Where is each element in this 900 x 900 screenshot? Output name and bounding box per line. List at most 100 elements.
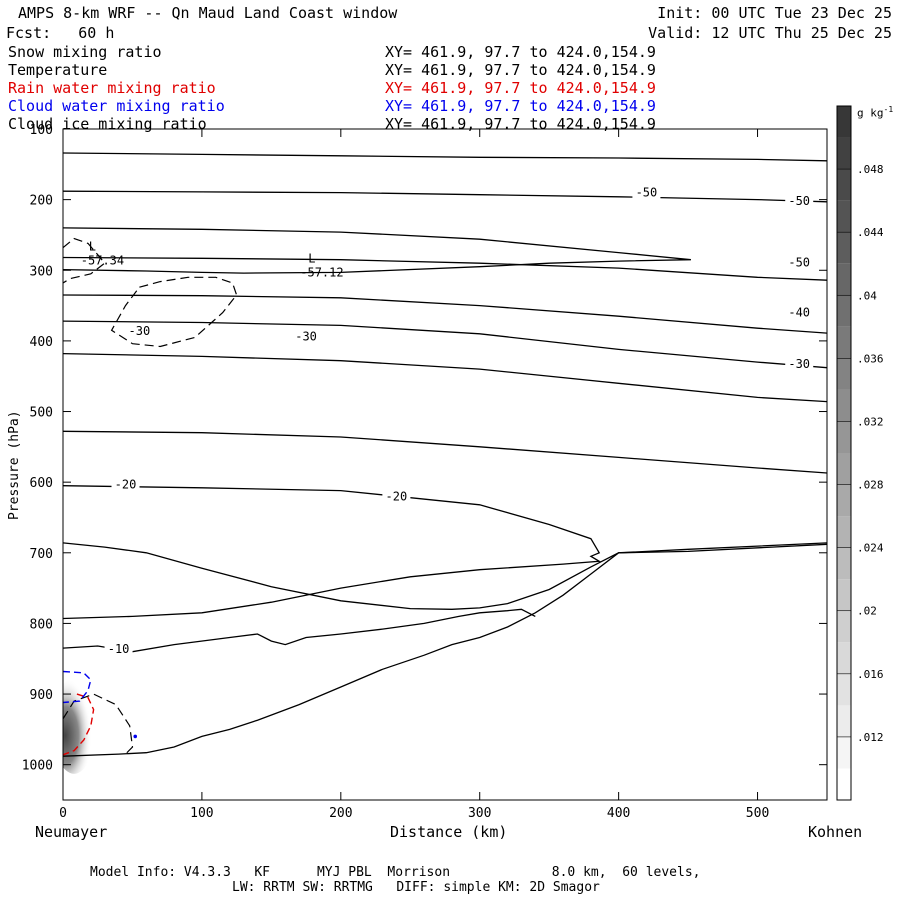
contour-label-bg-7 <box>111 477 140 491</box>
colorbar-tick-label-6: .036 <box>857 352 884 365</box>
terrain-line <box>63 542 827 757</box>
y-tick-label-700: 700 <box>30 547 53 562</box>
legend-xy-rain: XY= 461.9, 97.7 to 424.0,154.9 <box>385 79 656 97</box>
contour-label-1: -50 <box>788 194 810 208</box>
x-tick-label-0: 0 <box>59 806 67 821</box>
legend-xy-snow: XY= 461.9, 97.7 to 424.0,154.9 <box>385 43 656 61</box>
contour-label-5: -30 <box>295 330 317 344</box>
colorbar-segment-11 <box>837 421 851 453</box>
colorbar-segment-21 <box>837 106 851 138</box>
forecast-hour: Fcst: 60 h <box>6 24 115 42</box>
temperature-contour-5 <box>63 320 827 369</box>
colorbar-tick-label-3: .024 <box>857 542 884 555</box>
contour-label-0: -50 <box>636 186 658 200</box>
colorbar-segment-16 <box>837 263 851 296</box>
legend-name-cloud-ice: Cloud ice mixing ratio <box>8 115 207 133</box>
contour-label-bg-9 <box>104 641 133 655</box>
colorbar-tick-label-7: .04 <box>857 289 877 302</box>
temperature-contour-7 <box>63 430 827 474</box>
y-tick-label-200: 200 <box>30 194 53 209</box>
model-info-line2: LW: RRTM SW: RRTMG DIFF: simple KM: 2D S… <box>232 880 600 895</box>
colorbar-segment-5 <box>837 610 851 643</box>
colorbar-segment-13 <box>837 358 851 390</box>
y-tick-label-900: 900 <box>30 688 53 703</box>
colorbar-segment-7 <box>837 547 851 580</box>
contour-label-bg-4 <box>125 324 154 338</box>
x-tick-label-100: 100 <box>190 806 213 821</box>
x-tick-label-200: 200 <box>329 806 352 821</box>
legend-name-rain: Rain water mixing ratio <box>8 79 216 97</box>
legend-xy-temperature: XY= 461.9, 97.7 to 424.0,154.9 <box>385 61 656 79</box>
contour-label-9: -10 <box>108 642 130 656</box>
y-tick-label-100: 100 <box>30 123 53 138</box>
chart-title: AMPS 8-km WRF -- Qn Maud Land Coast wind… <box>18 4 398 22</box>
model-info-line1: Model Info: V4.3.3 KF MYJ PBL Morrison 8… <box>90 865 701 880</box>
legend-name-snow: Snow mixing ratio <box>8 43 162 61</box>
temperature-contour-2 <box>63 227 691 274</box>
temperature-contour-1 <box>63 190 827 203</box>
x-tick-label-400: 400 <box>607 806 630 821</box>
colorbar-tick-label-9: .048 <box>857 163 884 176</box>
legend-xy-cloud-ice: XY= 461.9, 97.7 to 424.0,154.9 <box>385 115 656 133</box>
temperature-contour-3 <box>63 256 827 281</box>
legend-name-temperature: Temperature <box>8 61 108 79</box>
rain-contour <box>63 693 95 756</box>
contour-label-7: -20 <box>115 477 137 491</box>
colorbar-segment-20 <box>837 137 851 170</box>
contour-label-2: -50 <box>788 255 810 269</box>
contour-label-bg-3 <box>785 305 814 319</box>
colorbar-segment-3 <box>837 673 851 706</box>
temperature-contour-10 <box>63 608 536 653</box>
colorbar-segment-4 <box>837 642 851 674</box>
y-tick-label-500: 500 <box>30 406 53 421</box>
contour-label-6: -30 <box>788 357 810 371</box>
contour-label-3: -40 <box>788 306 810 320</box>
cloud-water-contour-0 <box>63 670 92 704</box>
colorbar-tick-label-0: .012 <box>857 731 884 744</box>
temperature-contour-6 <box>63 352 827 403</box>
colorbar-segment-19 <box>837 169 851 201</box>
x-right-station-label: Kohnen <box>808 823 863 841</box>
x-left-station-label: Neumayer <box>35 823 108 841</box>
y-tick-label-1000: 1000 <box>22 759 53 774</box>
y-axis-label: Pressure (hPa) <box>7 410 22 520</box>
low-center-letter-0: L <box>89 239 96 253</box>
x-tick-label-300: 300 <box>468 806 491 821</box>
colorbar-segment-18 <box>837 200 851 233</box>
colorbar-segment-8 <box>837 516 851 548</box>
cloud-ice-marker <box>133 734 138 739</box>
colorbar-tick-label-1: .016 <box>857 668 884 681</box>
colorbar-segment-14 <box>837 326 851 359</box>
contour-label-bg-5 <box>292 329 321 343</box>
contour-label-4: -30 <box>129 324 151 338</box>
colorbar-segment-0 <box>837 768 851 800</box>
low-center-letter-1: L <box>308 251 315 265</box>
temperature-contour-4 <box>63 294 827 334</box>
low-center-value-1: -57.12 <box>300 265 343 279</box>
low-center-value-0: -57.34 <box>81 253 124 267</box>
y-tick-label-800: 800 <box>30 617 53 632</box>
y-tick-label-600: 600 <box>30 476 53 491</box>
colorbar-segment-17 <box>837 232 851 264</box>
colorbar-segment-2 <box>837 705 851 737</box>
y-tick-label-400: 400 <box>30 335 53 350</box>
temperature-contour-0 <box>63 152 827 162</box>
colorbar-segment-10 <box>837 453 851 485</box>
colorbar-tick-label-8: .044 <box>857 226 884 239</box>
contour-label-bg-6 <box>785 357 814 371</box>
colorbar-tick-label-2: .02 <box>857 605 877 618</box>
legend-xy-cloud-water: XY= 461.9, 97.7 to 424.0,154.9 <box>385 97 656 115</box>
colorbar-segment-1 <box>837 736 851 769</box>
legend-name-cloud-water: Cloud water mixing ratio <box>8 97 225 115</box>
contour-label-bg-1 <box>785 194 814 208</box>
snow-contour-0 <box>63 237 106 284</box>
colorbar-unit: g kg-1 <box>857 105 894 120</box>
contour-label-8: -20 <box>386 489 408 503</box>
colorbar-segment-15 <box>837 295 851 327</box>
contour-label-bg-8 <box>382 489 411 503</box>
colorbar-segment-12 <box>837 389 851 422</box>
colorbar-segment-6 <box>837 579 851 611</box>
temperature-contour-8 <box>63 485 602 620</box>
x-tick-label-500: 500 <box>746 806 769 821</box>
